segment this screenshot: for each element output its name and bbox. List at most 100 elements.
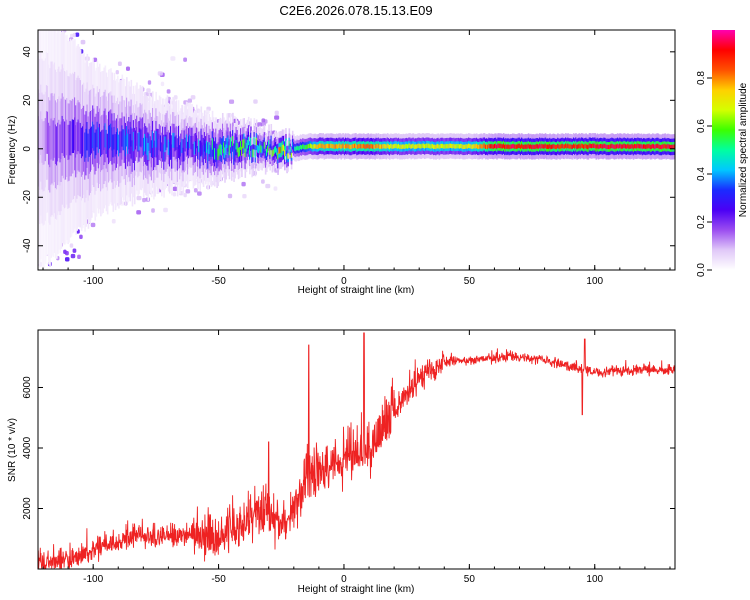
- spectrogram-ridge-cell: [504, 144, 506, 150]
- spectrogram-ridge-cell: [110, 123, 112, 147]
- figure-title: C2E6.2026.078.15.13.E09: [279, 3, 432, 18]
- spectrogram-ridge-cell: [363, 143, 365, 149]
- spectrogram-ridge-cell: [111, 127, 113, 151]
- spectrogram-ridge-cell: [91, 126, 93, 154]
- snr-ytick-label: 6000: [22, 376, 33, 399]
- spectrogram-ridge-cell: [508, 144, 511, 150]
- spectrogram-ridge-cell: [113, 126, 116, 150]
- spectrogram-ridge-cell: [597, 144, 600, 150]
- spectrogram-ridge-cell: [330, 143, 332, 148]
- spectrogram-ridge-cell: [309, 143, 312, 148]
- spectrogram-ridge-cell: [156, 138, 159, 156]
- spectrogram-ridge-cell: [168, 141, 171, 158]
- spectrogram-ridge-cell: [483, 143, 486, 148]
- spectrogram-ridge-cell: [612, 144, 615, 149]
- spectrogram-ridge-cell: [62, 119, 65, 156]
- colorbar-tick-label: 0.4: [696, 167, 707, 181]
- spectrogram-ridge-cell: [659, 144, 662, 150]
- spectrogram-ridge-cell: [254, 149, 257, 158]
- spectrogram-ridge-cell: [289, 146, 292, 152]
- spectrogram-ridge-cell: [245, 143, 248, 152]
- spectrogram-ridge-cell: [531, 144, 533, 150]
- spectrogram-ridge-cell: [491, 144, 494, 149]
- spectrogram-xtick-label: 100: [586, 276, 603, 287]
- spectrogram-ridge-cell: [426, 143, 428, 148]
- spectrogram-ridge-cell: [270, 139, 273, 147]
- spectrogram-ridge-cell: [428, 143, 431, 149]
- spectrogram-ridge-cell: [177, 134, 180, 150]
- spectrogram-ridge-cell: [164, 136, 166, 153]
- spectrogram-noise-blob: [90, 222, 96, 228]
- spectrogram-ridge-cell: [155, 131, 157, 148]
- colorbar-tick-label: 0.0: [696, 263, 707, 277]
- spectrogram-ridge-cell: [79, 122, 82, 154]
- spectrogram-ridge-cell: [276, 148, 278, 155]
- spectrogram-ridge-cell: [206, 140, 208, 153]
- spectrogram-ridge-cell: [195, 135, 198, 149]
- spectrogram-ridge-cell: [373, 144, 375, 149]
- spectrogram-ridge-cell: [391, 144, 393, 149]
- spectrogram-noise-blob: [136, 195, 142, 201]
- spectrogram-ridge-cell: [89, 127, 92, 156]
- spectrogram-ridge-cell: [650, 144, 653, 149]
- spectrogram-ridge-cell: [312, 144, 314, 150]
- spectrogram-ridge-cell: [157, 138, 160, 156]
- spectrogram-ridge-cell: [72, 119, 75, 154]
- spectrogram-ridge-cell: [151, 131, 154, 148]
- spectrogram-ridge-cell: [112, 134, 115, 158]
- snr-xtick-label: -100: [83, 574, 103, 585]
- spectrogram-ridge-cell: [326, 143, 329, 149]
- spectrogram-ridge-cell: [66, 119, 68, 156]
- spectrogram-ridge-cell: [145, 136, 147, 154]
- spectrogram-ridge-cell: [228, 145, 231, 156]
- snr-xtick-label: 0: [341, 574, 347, 585]
- spectrogram-ridge-cell: [544, 143, 547, 148]
- spectrogram-ridge-cell: [104, 123, 107, 148]
- spectrogram-ridge-cell: [259, 143, 261, 151]
- spectrogram-ridge-cell: [548, 144, 550, 149]
- spectrogram-ridge-cell: [647, 144, 650, 149]
- spectrogram-ridge-cell: [313, 144, 315, 149]
- spectrogram-ridge-cell: [528, 144, 531, 149]
- spectrogram-noise-blob: [146, 88, 151, 93]
- spectrogram-ridge-cell: [456, 144, 459, 149]
- spectrogram-ridge-cell: [311, 144, 313, 149]
- spectrogram-ridge-cell: [126, 126, 128, 147]
- spectrogram-ridge-cell: [385, 144, 388, 149]
- spectrogram-ridge-cell: [253, 136, 256, 145]
- spectrogram-ridge-cell: [41, 119, 43, 163]
- spectrogram-ridge-cell: [221, 138, 224, 149]
- spectrogram-ridge-cell: [58, 119, 60, 159]
- spectrogram-ridge-cell: [130, 126, 133, 147]
- spectrogram-ridge-cell: [251, 150, 253, 159]
- spectrogram-ridge-cell: [209, 145, 212, 157]
- spectrogram-ridge-cell: [418, 143, 420, 148]
- spectrogram-ridge-cell: [271, 150, 274, 157]
- spectrogram-ridge-cell: [347, 143, 349, 149]
- spectrogram-ridge-cell: [324, 144, 327, 149]
- spectrogram-noise-blob: [157, 71, 163, 76]
- spectrogram-ridge-cell: [105, 129, 108, 154]
- spectrogram-ridge-cell: [97, 127, 100, 153]
- spectrogram-noise-blob: [273, 186, 278, 191]
- spectrogram-ridge-cell: [388, 144, 391, 150]
- spectrogram-ridge-cell: [619, 143, 621, 149]
- spectrogram-ridge-cell: [628, 144, 630, 149]
- spectrogram-ridge-cell: [490, 144, 493, 149]
- spectrogram-ridge-cell: [398, 143, 400, 149]
- spectrogram-ridge-cell: [116, 128, 119, 151]
- spectrogram-ridge-cell: [211, 138, 214, 150]
- spectrogram-ridge-cell: [542, 144, 545, 149]
- spectrogram-ridge-cell: [250, 137, 252, 146]
- spectrogram-ridge-cell: [584, 144, 586, 149]
- spectrogram-ridge-cell: [541, 143, 543, 149]
- spectrogram-ridge-cell: [437, 143, 440, 149]
- spectrogram-ridge-cell: [335, 143, 338, 149]
- spectrogram-ridge-cell: [663, 144, 665, 149]
- snr-ytick-label: 4000: [22, 436, 33, 459]
- spectrogram-ridge-cell: [282, 144, 285, 151]
- spectrogram-ridge-cell: [223, 142, 225, 154]
- spectrogram-ridge-cell: [505, 144, 507, 149]
- spectrogram-ridge-cell: [375, 143, 378, 149]
- spectrogram-ridge-cell: [144, 133, 146, 152]
